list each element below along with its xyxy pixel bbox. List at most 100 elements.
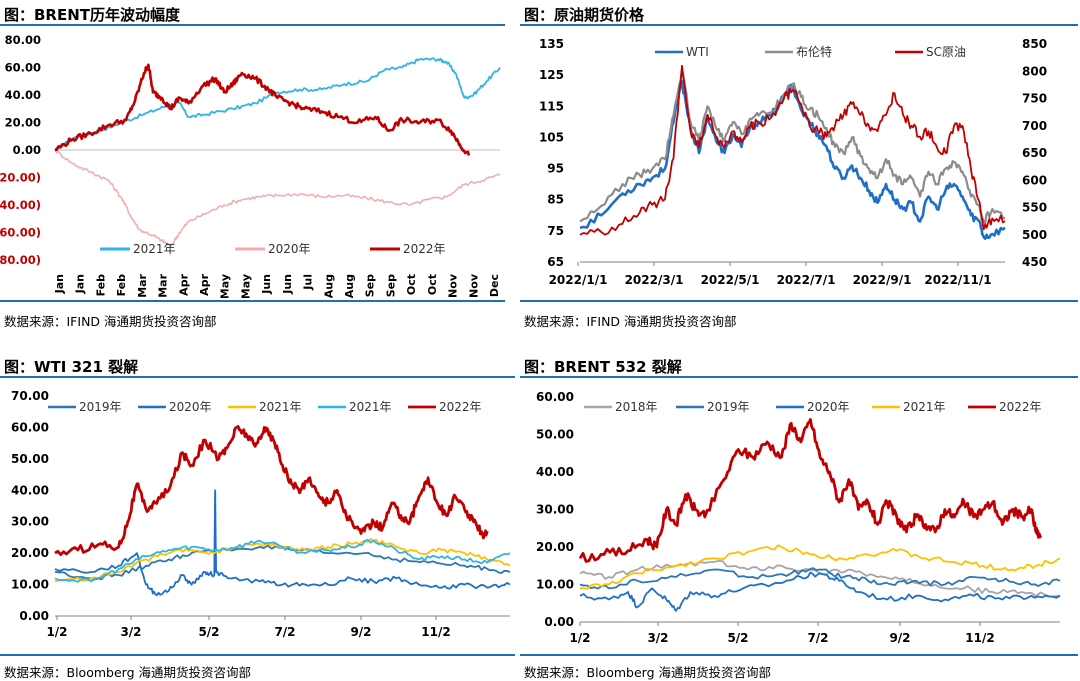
chart3-legend-label-4: 2022年: [439, 400, 482, 414]
chart2-legend-label-1: 布伦特: [796, 44, 832, 59]
chart4-title: 图：BRENT 532 裂解: [524, 358, 682, 376]
chart2-series-2: [579, 64, 1006, 236]
chart4-legend-label-0: 2018年: [615, 400, 658, 414]
chart4-series-4: [578, 418, 1043, 563]
chart1-series-2: [54, 63, 471, 156]
chart1-bottom-rule: [0, 300, 505, 302]
chart1-title-rule: [0, 24, 505, 26]
chart1-legend-label-1: 2020年: [268, 242, 311, 256]
chart3-series-1: [54, 489, 511, 597]
chart2-ytick-left-6: 75: [547, 224, 564, 238]
chart2-xtick-label-2: 2022/5/1: [701, 273, 760, 287]
chart3-series-0: [54, 544, 511, 581]
chart1-xtick-label-17: Oct: [405, 274, 418, 295]
chart3-legend-label-2: 2021年: [259, 400, 302, 414]
chart4-xtick-label-2: 5/2: [727, 631, 748, 645]
chart1-ytick-label-6: (40.00): [0, 198, 41, 212]
chart1-xtick-label-16: Sep: [384, 274, 397, 297]
chart2-bottom-rule: [520, 300, 1078, 302]
chart4-series-0: [579, 560, 1061, 598]
chart2-xtick-label-3: 2022/7/1: [777, 273, 836, 287]
chart1-ytick-label-1: 60.00: [5, 61, 41, 75]
chart2-ytick-right-1: 800: [1022, 64, 1047, 78]
chart1-xtick-label-3: Feb: [115, 274, 128, 297]
chart2-ytick-right-2: 750: [1022, 92, 1047, 106]
chart2-legend-label-2: SC原油: [926, 45, 966, 59]
chart1-ytick-label-3: 20.00: [5, 116, 41, 130]
chart2-ytick-left-7: 65: [547, 255, 564, 269]
chart1-ytick-label-8: (80.00): [0, 253, 41, 267]
chart4-series-1: [579, 567, 1061, 590]
chart3-series-4: [54, 425, 489, 556]
chart4-ytick-label-0: 60.00: [536, 390, 574, 404]
chart4-xtick-label-0: 1/2: [569, 631, 590, 645]
chart3-series-3: [54, 539, 511, 583]
chart3-ytick-label-7: 0.00: [19, 609, 49, 623]
chart1-xtick-label-11: Jun: [281, 274, 294, 295]
chart4-xtick-label-1: 3/2: [647, 631, 668, 645]
chart4-xtick-label-4: 9/2: [889, 631, 910, 645]
chart3-wti-crack: 70.00 60.00 50.00 40.00 30.00 20.00 10.00 0.00 1…: [11, 389, 511, 639]
chart3-legend-label-1: 2020年: [169, 400, 212, 414]
chart4-xtick-label-5: 11/2: [965, 631, 994, 645]
chart3-ytick-label-3: 40.00: [11, 483, 49, 497]
chart2-ytick-right-6: 550: [1022, 201, 1047, 215]
chart4-ytick-label-1: 50.00: [536, 428, 574, 442]
chart3-xtick-label-4: 9/2: [350, 625, 371, 639]
chart1-ytick-label-0: 80.00: [5, 33, 41, 47]
chart1-brent-volatility: 80.00 60.00 40.00 20.00 0.00 (20.00) (40.00) (6…: [0, 33, 501, 298]
chart4-ytick-label-3: 30.00: [536, 503, 574, 517]
chart2-ytick-right-7: 500: [1022, 228, 1047, 242]
chart4-ytick-label-2: 40.00: [536, 465, 574, 479]
chart3-xtick-label-5: 11/2: [421, 625, 450, 639]
chart2-ytick-right-5: 600: [1022, 173, 1047, 187]
chart1-ytick-label-5: (20.00): [0, 171, 41, 185]
chart2-ytick-left-1: 125: [539, 68, 564, 82]
chart4-ytick-label-4: 20.00: [536, 540, 574, 554]
chart3-source: 数据来源：Bloomberg 海通期货投资咨询部: [4, 665, 251, 680]
chart1-xtick-label-13: Aug: [322, 274, 335, 298]
chart4-brent-crack: 60.00 50.00 40.00 30.00 20.00 10.00 0.00 1/2 3/2…: [536, 390, 1061, 645]
chart3-xtick-label-2: 5/2: [198, 625, 219, 639]
chart1-xtick-label-1: Jan: [74, 274, 87, 294]
chart1-xtick-label-21: Dec: [488, 274, 501, 297]
chart1-xtick-label-2: Feb: [94, 274, 107, 297]
chart3-ytick-label-4: 30.00: [11, 515, 49, 529]
chart2-ytick-right-4: 650: [1022, 146, 1047, 160]
chart4-legend-label-3: 2021年: [903, 400, 946, 414]
chart3-ytick-label-6: 10.00: [11, 578, 49, 592]
chart1-ytick-label-7: (60.00): [0, 226, 41, 240]
chart1-series-1: [54, 149, 501, 248]
chart1-xtick-label-7: Apr: [198, 273, 211, 295]
chart2-ytick-left-0: 135: [539, 37, 564, 51]
chart1-xtick-label-18: Oct: [426, 274, 439, 295]
chart1-xtick-label-14: Aug: [343, 274, 356, 298]
chart2-title-rule: [520, 24, 1078, 26]
chart4-legend-label-4: 2022年: [999, 400, 1042, 414]
chart2-ytick-right-3: 700: [1022, 119, 1047, 133]
chart2-xtick-label-0: 2022/1/1: [549, 273, 608, 287]
chart1-xtick-label-19: Nov: [447, 273, 460, 298]
chart3-bottom-rule: [0, 654, 515, 656]
chart2-series-0: [579, 80, 1006, 240]
chart3-ytick-label-0: 70.00: [11, 389, 49, 403]
chart4-source: 数据来源：Bloomberg 海通期货投资咨询部: [524, 665, 771, 680]
chart2-xtick-label-4: 2022/9/1: [853, 273, 912, 287]
chart1-ytick-label-2: 40.00: [5, 88, 41, 102]
chart1-title: 图：BRENT历年波动幅度: [4, 6, 181, 24]
chart2-ytick-right-0: 850: [1022, 37, 1047, 51]
chart2-xtick-label-5: 2022/11/1: [924, 273, 991, 287]
chart3-xtick-label-3: 7/2: [274, 625, 295, 639]
chart2-crude-futures: 135 125 115 105 95 85 75 65 850 800 750 700 650 600 55…: [539, 37, 1047, 287]
chart2-ytick-left-2: 115: [539, 99, 564, 113]
chart2-ytick-left-4: 95: [547, 162, 564, 176]
chart1-xtick-label-6: Apr: [177, 273, 190, 295]
chart2-xtick-label-1: 2022/3/1: [625, 273, 684, 287]
chart2-source: 数据来源：IFIND 海通期货投资咨询部: [524, 314, 737, 329]
chart1-xtick-label-0: Jan: [53, 274, 66, 294]
chart4-xtick-label-3: 7/2: [807, 631, 828, 645]
chart4-series-2: [579, 571, 1061, 612]
chart3-title-rule: [0, 376, 515, 378]
chart3-title: 图：WTI 321 裂解: [4, 358, 139, 376]
chart4-title-rule: [520, 376, 1078, 378]
